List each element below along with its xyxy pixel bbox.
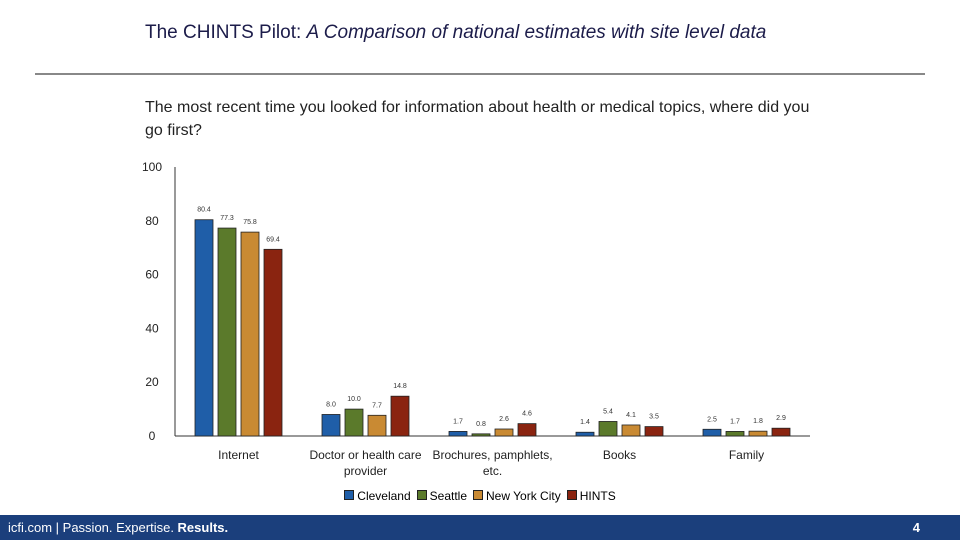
- chart-title: The most recent time you looked for info…: [145, 99, 810, 139]
- value-label: 80.4: [197, 207, 211, 214]
- bar: [771, 427, 791, 437]
- bar: [494, 428, 514, 437]
- x-tick-label: Family: [728, 448, 765, 462]
- legend-swatch: [344, 490, 355, 500]
- bar: [621, 424, 641, 437]
- value-label: 77.3: [220, 215, 234, 222]
- value-label: 2.9: [776, 415, 786, 422]
- x-tick-label: Doctor or health care provider: [309, 448, 422, 478]
- bar: [217, 227, 237, 437]
- value-label: 4.1: [626, 412, 636, 419]
- value-label: 10.0: [347, 396, 361, 403]
- legend-item: Seattle: [416, 489, 468, 503]
- y-tick-label: 60: [145, 268, 159, 282]
- title-italic: A Comparison of national estimates with …: [306, 22, 767, 43]
- footer-text: icfi.com | Passion. Expertise. Results.: [8, 520, 228, 535]
- slide-title: The CHINTS Pilot: A Comparison of nation…: [145, 20, 835, 46]
- value-label: 1.7: [453, 418, 463, 425]
- legend-label: Cleveland: [357, 489, 411, 503]
- x-tick-label: Books: [602, 448, 637, 462]
- y-tick-label: 40: [145, 321, 159, 335]
- x-tick-label: Brochures, pamphlets, etc.: [432, 448, 553, 478]
- bar: [575, 431, 595, 437]
- value-label: 8.0: [326, 401, 336, 408]
- title-lead: The CHINTS Pilot:: [145, 22, 307, 43]
- value-label: 1.8: [753, 418, 763, 425]
- footer: icfi.com | Passion. Expertise. Results. …: [0, 515, 960, 540]
- value-label: 2.5: [707, 416, 717, 423]
- bar: [344, 408, 364, 437]
- footer-bold: Results.: [177, 520, 229, 535]
- legend-item: HINTS: [566, 489, 616, 503]
- bar: [194, 219, 214, 437]
- value-label: 7.7: [372, 402, 382, 409]
- footer-lead: icfi.com | Passion. Expertise.: [8, 520, 178, 535]
- bar: [748, 430, 768, 437]
- page-number: 4: [912, 520, 920, 535]
- legend-label: HINTS: [579, 489, 616, 503]
- bar: [644, 426, 664, 437]
- value-label: 5.4: [603, 408, 613, 415]
- legend-swatch: [566, 490, 577, 500]
- bar: [448, 431, 468, 437]
- value-label: 2.6: [499, 416, 509, 423]
- bar: [598, 421, 618, 437]
- bar: [263, 248, 283, 437]
- value-label: 3.5: [649, 414, 659, 421]
- value-label: 1.4: [580, 419, 590, 426]
- bar: [321, 414, 341, 437]
- legend-swatch: [473, 490, 484, 500]
- value-label: 14.8: [393, 383, 407, 390]
- bar: [702, 428, 722, 437]
- legend-item: New York City: [473, 489, 561, 503]
- legend-item: Cleveland: [344, 489, 411, 503]
- bar: [725, 431, 745, 437]
- y-tick-label: 80: [145, 214, 159, 228]
- legend-label: Seattle: [429, 489, 468, 503]
- value-label: 75.8: [243, 219, 257, 226]
- bar: [390, 395, 410, 437]
- value-label: 69.4: [266, 236, 280, 243]
- bar: [517, 423, 537, 437]
- legend-swatch: [416, 490, 427, 500]
- value-label: 0.8: [476, 421, 486, 428]
- bar: [240, 231, 260, 437]
- bar: [367, 414, 387, 437]
- legend: Cleveland Seattle New York City HINTS: [0, 489, 960, 503]
- legend-label: New York City: [486, 489, 561, 503]
- bar: [471, 433, 491, 437]
- y-tick-label: 20: [145, 375, 159, 389]
- value-label: 1.7: [730, 418, 740, 425]
- value-label: 4.6: [522, 411, 532, 418]
- x-tick-label: Internet: [218, 448, 259, 462]
- y-tick-label: 0: [149, 429, 156, 443]
- y-tick-label: 100: [142, 160, 162, 174]
